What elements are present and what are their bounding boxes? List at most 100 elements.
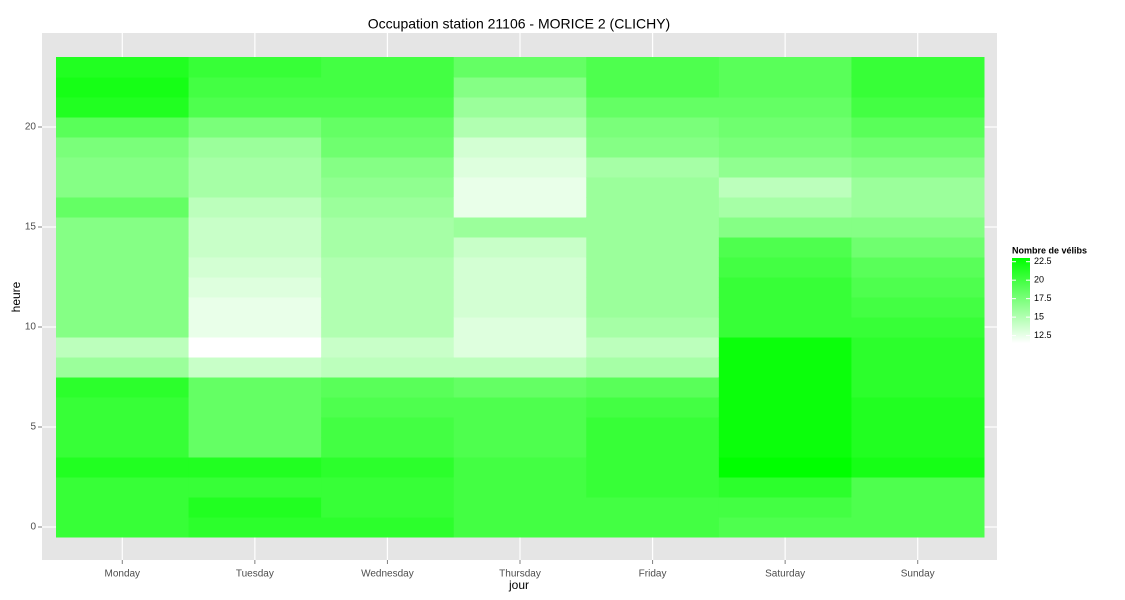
heat-cell (586, 497, 720, 518)
legend-tick-label: 12.5 (1034, 330, 1052, 340)
heat-cell (851, 317, 985, 338)
legend-tick-label: 22.5 (1034, 256, 1052, 266)
heat-cell (718, 137, 852, 158)
heat-cell (56, 97, 190, 118)
heat-cell (321, 317, 455, 338)
heat-cell (718, 277, 852, 298)
heat-cell (321, 337, 455, 358)
heat-cell (56, 257, 190, 278)
heat-cell (718, 497, 852, 518)
heat-cell (718, 117, 852, 138)
heat-cell (586, 197, 720, 218)
heat-cell (851, 97, 985, 118)
x-tick-label: Sunday (901, 569, 935, 580)
heat-cell (321, 97, 455, 118)
heat-cell (851, 217, 985, 238)
heat-cell (718, 157, 852, 178)
heat-cell (321, 237, 455, 258)
heat-cell (321, 297, 455, 318)
heat-cell (321, 197, 455, 218)
heat-cell (321, 357, 455, 378)
heat-cell (453, 497, 587, 518)
y-tick-label: 15 (25, 222, 37, 233)
heat-cell (586, 317, 720, 338)
heat-cell (188, 297, 322, 318)
heat-cell (851, 57, 985, 78)
heat-cell (321, 217, 455, 238)
heat-cell (851, 377, 985, 398)
heat-cell (56, 57, 190, 78)
heat-cell (321, 137, 455, 158)
heat-cell (851, 137, 985, 158)
heat-cell (188, 277, 322, 298)
heat-cell (56, 397, 190, 418)
heat-cell (718, 437, 852, 458)
heat-cell (851, 197, 985, 218)
legend-tick-label: 15 (1034, 312, 1044, 322)
heat-cell (188, 457, 322, 478)
heat-cell (453, 397, 587, 418)
heat-cell (453, 237, 587, 258)
heat-cell (586, 157, 720, 178)
heat-cell (453, 77, 587, 98)
heat-cell (188, 77, 322, 98)
heat-cell (321, 77, 455, 98)
heat-cell (321, 397, 455, 418)
heat-cell (586, 77, 720, 98)
heat-cell (586, 277, 720, 298)
heat-cell (851, 517, 985, 538)
heat-cell (586, 237, 720, 258)
heat-cell (188, 117, 322, 138)
heat-cell (851, 277, 985, 298)
heat-cell (453, 217, 587, 238)
heat-cell (56, 277, 190, 298)
heat-cell (851, 177, 985, 198)
heat-cell (56, 317, 190, 338)
heat-cell (453, 437, 587, 458)
heat-cell (453, 517, 587, 538)
heat-cell (188, 497, 322, 518)
heat-cell (718, 197, 852, 218)
heat-cell (851, 357, 985, 378)
heat-cell (851, 437, 985, 458)
heat-cell (586, 377, 720, 398)
heat-cell (56, 337, 190, 358)
heat-cell (453, 337, 587, 358)
heat-cell (321, 477, 455, 498)
heat-cell (321, 157, 455, 178)
legend-tick-label: 17.5 (1034, 293, 1052, 303)
heat-cell (56, 137, 190, 158)
heat-cell (718, 357, 852, 378)
heat-cell (321, 377, 455, 398)
y-tick-label: 5 (30, 422, 36, 433)
x-tick-label: Tuesday (236, 569, 274, 580)
heat-cell (188, 417, 322, 438)
heat-cell (56, 437, 190, 458)
heat-cell (188, 237, 322, 258)
heat-cell (718, 77, 852, 98)
heat-cell (321, 117, 455, 138)
heat-cell (851, 397, 985, 418)
heat-cell (718, 297, 852, 318)
heat-cell (188, 157, 322, 178)
heat-cell (56, 117, 190, 138)
heat-cell (321, 457, 455, 478)
heat-cell (453, 137, 587, 158)
heat-cell (188, 137, 322, 158)
heat-cell (453, 357, 587, 378)
y-tick-label: 20 (25, 122, 37, 133)
heat-cell (586, 457, 720, 478)
heat-cell (586, 337, 720, 358)
heat-cell (851, 77, 985, 98)
heat-cell (188, 517, 322, 538)
y-axis-label: heure (9, 281, 23, 312)
heat-cell (851, 297, 985, 318)
heat-cell (586, 57, 720, 78)
heat-cell (56, 497, 190, 518)
heat-cell (851, 337, 985, 358)
heat-cell (56, 157, 190, 178)
heat-cell (718, 517, 852, 538)
heat-cell (56, 377, 190, 398)
heat-cell (453, 297, 587, 318)
heat-cell (56, 77, 190, 98)
